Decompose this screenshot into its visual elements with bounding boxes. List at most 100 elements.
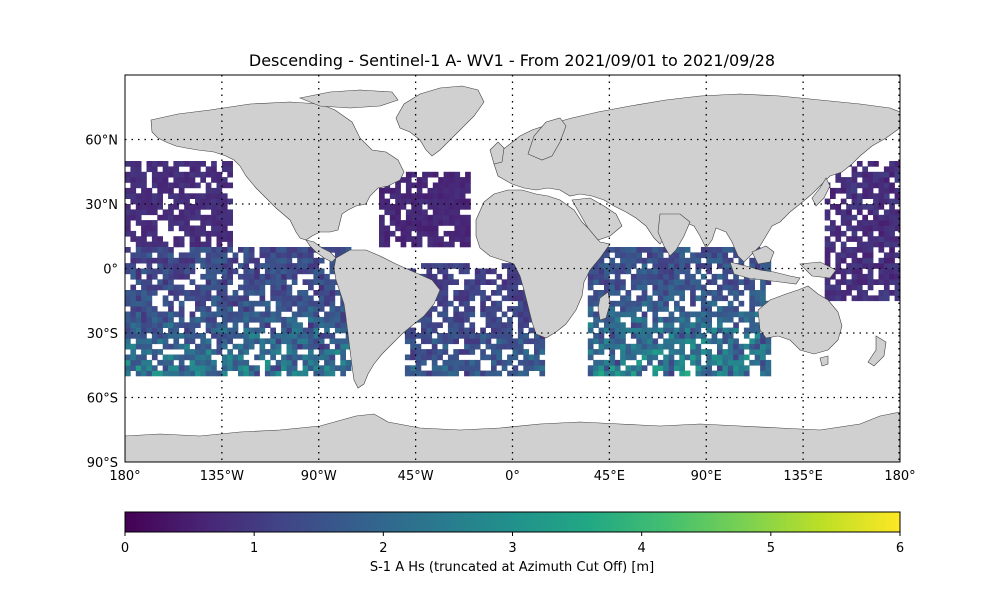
data-cell xyxy=(894,252,900,259)
data-cell xyxy=(200,359,206,366)
data-cell xyxy=(216,370,223,377)
data-cell xyxy=(178,187,185,194)
data-cell xyxy=(195,236,201,242)
data-cell xyxy=(447,322,454,328)
data-cell xyxy=(459,236,466,242)
data-cell xyxy=(727,284,734,291)
data-cell xyxy=(275,284,282,291)
data-cell xyxy=(738,279,745,285)
data-cell xyxy=(587,343,594,350)
data-cell xyxy=(275,290,282,296)
data-cell xyxy=(195,257,201,264)
land-new-guinea xyxy=(799,261,837,279)
data-cell xyxy=(395,193,401,199)
data-cell xyxy=(717,322,723,328)
data-cell xyxy=(453,349,459,355)
data-cell xyxy=(421,316,427,323)
data-cell xyxy=(695,279,702,285)
data-cell xyxy=(695,322,702,328)
data-cell xyxy=(178,365,185,371)
data-cell xyxy=(491,316,497,323)
data-cell xyxy=(216,230,223,237)
data-cell xyxy=(760,263,766,269)
data-cell xyxy=(867,268,874,275)
data-cell xyxy=(178,284,185,291)
data-cell xyxy=(674,257,680,264)
data-cell xyxy=(652,354,659,361)
data-cell xyxy=(695,257,702,264)
data-cell xyxy=(291,359,298,366)
data-cell xyxy=(620,279,626,285)
data-cell xyxy=(286,300,293,307)
data-cell xyxy=(835,290,842,296)
data-cell xyxy=(248,365,255,371)
data-cell xyxy=(883,220,890,226)
data-cell xyxy=(259,322,266,328)
data-cell xyxy=(459,182,466,189)
data-cell xyxy=(184,198,190,205)
data-cell xyxy=(168,252,174,259)
data-cell xyxy=(178,316,185,323)
data-cell xyxy=(480,311,486,318)
data-cell xyxy=(604,327,610,334)
data-cell xyxy=(270,295,276,302)
data-cell xyxy=(297,263,303,269)
data-cell xyxy=(690,338,696,345)
data-cell xyxy=(878,263,885,269)
data-cell xyxy=(534,365,540,371)
data-cell xyxy=(389,204,396,210)
data-cell xyxy=(465,182,471,189)
data-cell xyxy=(216,177,223,183)
data-cell xyxy=(151,166,158,173)
data-cell xyxy=(405,193,412,199)
land-tasmania xyxy=(819,355,829,367)
data-cell xyxy=(846,182,852,189)
data-cell xyxy=(216,193,223,199)
data-cell xyxy=(889,171,895,178)
data-cell xyxy=(130,177,137,183)
data-cell xyxy=(609,284,616,291)
data-cell xyxy=(652,273,659,280)
data-cell xyxy=(200,204,206,210)
data-cell xyxy=(151,236,158,242)
data-cell xyxy=(491,268,497,275)
data-cell xyxy=(281,359,287,366)
data-cell xyxy=(657,268,664,275)
data-cell xyxy=(238,333,244,339)
data-cell xyxy=(706,300,712,307)
data-cell xyxy=(679,370,685,377)
data-cell xyxy=(297,252,303,259)
data-cell xyxy=(614,268,621,275)
data-cell xyxy=(227,327,233,334)
data-cell xyxy=(216,209,223,216)
data-cell xyxy=(846,247,852,253)
data-cell xyxy=(625,354,632,361)
data-cell xyxy=(878,230,885,237)
data-cell xyxy=(431,279,438,285)
data-cell xyxy=(620,322,626,328)
data-cell xyxy=(630,284,637,291)
data-cell xyxy=(259,290,266,296)
data-cell xyxy=(146,316,153,323)
data-cell xyxy=(329,322,336,328)
data-cell xyxy=(130,333,137,339)
data-cell xyxy=(173,177,180,183)
data-cell xyxy=(652,306,659,312)
data-cell xyxy=(684,316,691,323)
data-cell xyxy=(275,263,282,269)
data-cell xyxy=(604,359,610,366)
data-cell xyxy=(135,273,142,280)
data-cell xyxy=(162,359,169,366)
data-cell xyxy=(291,247,298,253)
data-cell xyxy=(830,247,836,253)
data-cell xyxy=(700,365,707,371)
data-cell xyxy=(205,365,212,371)
data-cell xyxy=(587,284,594,291)
data-cell xyxy=(459,193,466,199)
data-cell xyxy=(856,225,863,232)
data-cell xyxy=(227,316,233,323)
data-cell xyxy=(286,354,293,361)
data-cell xyxy=(695,370,702,377)
data-cell xyxy=(496,306,503,312)
data-cell xyxy=(442,365,449,371)
